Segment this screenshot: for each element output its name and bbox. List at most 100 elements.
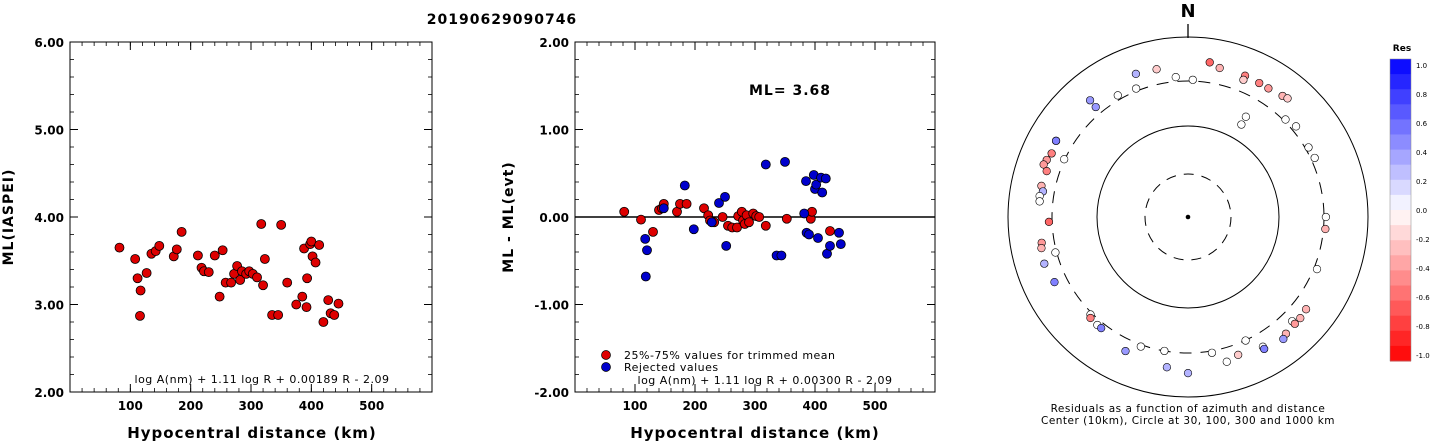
legend-marker-rejected [601, 362, 611, 372]
north-label: N [1180, 1, 1195, 22]
x-tick-label: 500 [862, 399, 887, 413]
station-residual [1183, 369, 1193, 378]
legend-label-trimmed: 25%-75% values for trimmed mean [624, 349, 836, 362]
colorbar-segment [1390, 270, 1411, 286]
data-point [141, 268, 152, 278]
colorbar-tick-label: 0.8 [1416, 91, 1427, 99]
station-residual [1205, 58, 1214, 67]
caption-line-2: Center (10km), Circle at 30, 100, 300 an… [1041, 415, 1335, 427]
colorbar-tick-label: -0.4 [1416, 265, 1430, 273]
data-point [256, 219, 267, 229]
station-residual [1283, 94, 1292, 103]
colorbar-tick-label: -1.0 [1416, 352, 1430, 360]
rejected-point [688, 224, 699, 235]
data-point [171, 244, 182, 255]
y-tick-label: 1.00 [539, 124, 569, 138]
y-tick-label: -1.00 [534, 299, 569, 313]
panel-ml-iaspei: 100 200 300 400 500 2.00 3.00 4.00 5.00 6.00 Hypo… [1, 36, 433, 441]
station-residual [1113, 91, 1122, 100]
data-point [209, 250, 220, 261]
caption-line-1: Residuals as a function of azimuth and d… [1051, 403, 1326, 415]
station-residual [1097, 324, 1106, 333]
station-residual [1260, 344, 1269, 354]
colorbar-segment [1390, 240, 1411, 256]
trimmed-point [619, 206, 630, 217]
x-tick-label: 100 [622, 399, 647, 413]
y-tick-label: 5.00 [34, 124, 64, 138]
x-tick-label: 500 [359, 399, 384, 413]
data-point [301, 302, 312, 313]
x-tick-label: 300 [742, 399, 767, 413]
colorbar-segment [1390, 104, 1411, 120]
data-point [314, 240, 325, 250]
station-residual [1050, 278, 1059, 287]
x-tick-label: 400 [299, 399, 324, 413]
station-residual [1207, 348, 1217, 357]
trimmed-point [825, 226, 835, 236]
rejected-point [640, 271, 651, 282]
x-tick-label: 200 [682, 399, 707, 413]
rejected-point [658, 203, 669, 214]
rejected-point [799, 208, 810, 219]
data-point [291, 299, 302, 310]
y-tick-label: 2.00 [34, 386, 64, 400]
data-point [132, 273, 143, 284]
data-point [114, 242, 125, 253]
station-residual [1039, 160, 1048, 169]
data-point [154, 240, 165, 251]
station-residual [1060, 155, 1069, 164]
station-residual [1037, 244, 1046, 253]
colorbar-tick-label: 0.4 [1416, 149, 1428, 157]
rejected-point [714, 198, 724, 208]
colorbar-segment [1390, 330, 1411, 347]
colorbar-segment [1390, 285, 1411, 302]
colorbar-tick-label: -0.2 [1416, 236, 1430, 244]
data-point [302, 273, 313, 284]
x-tick-label: 400 [802, 399, 827, 413]
colorbar-segment [1390, 210, 1411, 226]
rejected-point [835, 239, 846, 250]
trimmed-point [648, 226, 658, 237]
rejected-point [801, 176, 811, 187]
trimmed-point [717, 212, 728, 222]
colorbar-segment [1390, 59, 1411, 75]
station-residual [1255, 78, 1264, 88]
y-tick-label: 3.00 [34, 299, 64, 313]
station-residual [1321, 224, 1330, 234]
station-residual [1264, 84, 1273, 93]
colorbar-segment [1390, 74, 1411, 90]
panel-azimuth-residuals: N Residuals as a function of azimuth and… [1007, 1, 1430, 427]
station-residual [1136, 342, 1145, 351]
station-residual [1222, 357, 1231, 366]
colorbar-segment [1390, 225, 1411, 241]
data-point [226, 277, 236, 288]
x-axis-label: Hypocentral distance (km) [127, 424, 377, 441]
station-residual [1091, 102, 1100, 112]
y-axis-label: ML - ML(evt) [501, 161, 517, 272]
colorbar-segment [1390, 255, 1411, 271]
x-tick-label: 100 [118, 399, 143, 413]
colorbar [1389, 58, 1412, 362]
magnitude-formula: log A(nm) + 1.11 log R + 0.00189 R - 2.0… [135, 373, 390, 386]
trimmed-point [754, 212, 765, 222]
colorbar-tick-label: 0.6 [1416, 120, 1428, 128]
data-point [333, 298, 344, 309]
rejected-point [820, 173, 831, 184]
data-point [135, 310, 145, 321]
rejected-point [804, 229, 814, 240]
data-point [176, 226, 187, 237]
station-residual [1131, 69, 1140, 78]
rejected-point [825, 240, 835, 251]
data-point [203, 267, 214, 278]
rejected-point [760, 159, 771, 170]
colorbar-tick-label: 0.0 [1416, 207, 1427, 215]
station-residual [1188, 75, 1197, 84]
rejected-point [817, 187, 828, 198]
epicenter-marker [1185, 214, 1191, 220]
data-point [214, 291, 225, 302]
station-residual [1042, 166, 1051, 176]
colorbar-title: Res [1393, 44, 1411, 54]
ring-1000km [1007, 36, 1369, 398]
station-residual [1234, 350, 1243, 359]
station-residual [1086, 313, 1095, 323]
